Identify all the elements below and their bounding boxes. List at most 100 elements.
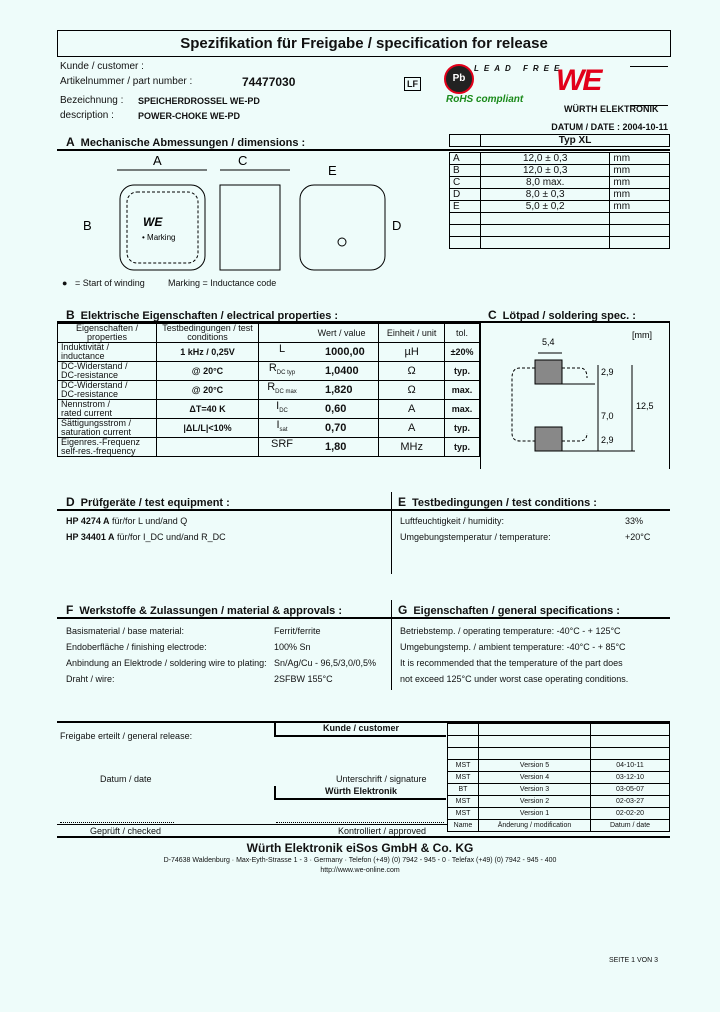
humidity-value: 33% xyxy=(625,516,644,526)
svg-text:2,9: 2,9 xyxy=(601,367,614,377)
release-label: Freigabe erteilt / general release: xyxy=(60,731,193,741)
material-label: Basismaterial / base material: xyxy=(66,626,185,636)
name-value: SPEICHERDROSSEL WE-PD xyxy=(138,96,260,106)
version-table: MST Version 5 04-10-11 MST Version 4 03-12-10… xyxy=(447,723,670,832)
property: Eigenres.-Frequenz self-res.-frequency xyxy=(57,437,157,457)
divider xyxy=(57,149,670,151)
svg-text:WE: WE xyxy=(143,215,163,229)
divider xyxy=(391,600,392,690)
section-b-title: B Elektrische Eigenschaften / electrical … xyxy=(66,308,339,322)
general-spec: not exceed 125°C under worst case operat… xyxy=(400,674,629,684)
section-a-title: A Mechanische Abmessungen / dimensions : xyxy=(66,135,306,149)
svg-text:E: E xyxy=(328,163,337,178)
property: Nennstrom / rated current xyxy=(57,399,157,419)
wurth-box: Würth Elektronik xyxy=(274,786,446,800)
component-drawing: A C E B D WE • Marking xyxy=(83,153,401,271)
property: DC-Widerstand / DC-resistance xyxy=(57,361,157,381)
table-row: DC-Widerstand / DC-resistance @ 20°C RDC ma… xyxy=(57,380,480,400)
version-row: MST Version 2 02-03-27 xyxy=(447,795,670,808)
rohs-label: RoHS compliant xyxy=(446,94,524,105)
divider xyxy=(391,492,392,574)
material-label: Anbindung an Elektrode / soldering wire … xyxy=(66,658,267,668)
page-number: SEITE 1 VON 3 xyxy=(608,957,658,964)
desc-label: description : xyxy=(60,110,114,121)
property: DC-Widerstand / DC-resistance xyxy=(57,380,157,400)
general-spec: It is recommended that the temperature o… xyxy=(400,658,623,668)
table-row: DC-Widerstand / DC-resistance @ 20°C RDC ty… xyxy=(57,361,480,381)
material-value: 2SFBW 155°C xyxy=(274,674,333,684)
divider xyxy=(669,323,670,469)
footer-company: Würth Elektronik eiSos GmbH & Co. KG xyxy=(246,841,474,855)
version-row: BT Version 3 03-05-07 xyxy=(447,783,670,796)
part-label: Artikelnummer / part number : xyxy=(60,76,193,87)
material-value: Ferrit/ferrite xyxy=(274,626,321,636)
table-row: Eigenres.-Frequenz self-res.-frequency SRF… xyxy=(57,437,480,457)
approved-label: Kontrolliert / approved xyxy=(338,826,427,836)
we-logo: WE xyxy=(556,64,602,97)
lf-badge: LF xyxy=(404,77,421,91)
equipment-1: HP 4274 A für/for L und/and Q xyxy=(66,516,188,526)
property: Sättigungsstrom / saturation current xyxy=(57,418,157,438)
svg-text:D: D xyxy=(392,218,401,233)
svg-text:C: C xyxy=(238,153,247,168)
material-value: Sn/Ag/Cu - 96,5/3,0/0,5% xyxy=(274,658,377,668)
material-label: Draht / wire: xyxy=(66,674,115,684)
svg-text:5,4: 5,4 xyxy=(542,337,555,347)
name-label: Bezeichnung : xyxy=(60,95,124,106)
equipment-2: HP 34401 A für/for I_DC und/and R_DC xyxy=(66,532,226,542)
divider xyxy=(57,824,447,825)
signature-label: Unterschrift / signature xyxy=(336,774,427,784)
humidity-label: Luftfeuchtigkeit / humidity: xyxy=(400,516,505,526)
part-number: 74477030 xyxy=(242,75,296,89)
footer-url[interactable]: http://www.we-online.com xyxy=(320,867,400,874)
table-row: E 5,0 ± 0,2 mm xyxy=(449,200,670,213)
temperature-value: +20°C xyxy=(625,532,651,542)
customer-label: Kunde / customer : xyxy=(60,61,144,72)
version-row: MST Version 1 02-02-20 xyxy=(447,807,670,820)
section-c-title: C Lötpad / soldering spec. : xyxy=(488,308,636,322)
brand-name: WÜRTH ELEKTRONIK xyxy=(564,104,659,114)
version-row: MST Version 4 03-12-10 xyxy=(447,771,670,784)
legend-winding: ● = Start of winding xyxy=(62,278,145,288)
date-label: Datum / date xyxy=(100,774,152,784)
section-d-title: D Prüfgeräte / test equipment : xyxy=(66,495,230,509)
footer-address: D-74638 Waldenburg · Max-Eyth-Strasse 1 … xyxy=(163,857,557,864)
pb-crossed-icon: Pb xyxy=(444,64,474,94)
date: DATUM / DATE : 2004-10-11 xyxy=(551,122,668,132)
section-e-title: E Testbedingungen / test conditions : xyxy=(398,495,597,509)
svg-text:7,0: 7,0 xyxy=(601,411,614,421)
svg-text:• Marking: • Marking xyxy=(142,233,175,242)
temperature-label: Umgebungstemperatur / temperature: xyxy=(400,532,551,542)
divider xyxy=(57,509,670,511)
divider xyxy=(480,323,481,469)
svg-text:B: B xyxy=(83,218,92,233)
legend-marking: Marking = Inductance code xyxy=(168,278,277,288)
section-g-title: G Eigenschaften / general specifications … xyxy=(398,603,620,617)
page-title: Spezifikation für Freigabe / specificati… xyxy=(57,30,671,57)
material-value: 100% Sn xyxy=(274,642,311,652)
lead-free-logo: LEAD FREE xyxy=(474,64,565,73)
divider xyxy=(57,321,670,323)
electrical-table: Eigenschaften / properties Testbedingunge… xyxy=(57,323,480,457)
table-row: B 12,0 ± 0,3 mm xyxy=(449,164,670,177)
soldering-pad-drawing: [mm] 5,4 2,9 7,0 2,9 12,5 xyxy=(511,330,654,452)
svg-text:2,9: 2,9 xyxy=(601,435,614,445)
table-row: Induktivität / inductance 1 kHz / 0,25V L 10… xyxy=(57,342,480,362)
divider xyxy=(57,836,670,838)
svg-text:[mm]: [mm] xyxy=(632,330,652,340)
checked-label: Geprüft / checked xyxy=(90,826,162,836)
material-label: Endoberfläche / finishing electrode: xyxy=(66,642,207,652)
divider xyxy=(57,617,670,619)
svg-text:12,5: 12,5 xyxy=(636,401,654,411)
general-spec: Umgebungstemp. / ambient temperature: -4… xyxy=(400,642,626,652)
table-row: A 12,0 ± 0,3 mm xyxy=(449,152,670,165)
svg-text:A: A xyxy=(153,153,162,168)
table-row: D 8,0 ± 0,3 mm xyxy=(449,188,670,201)
customer-box: Kunde / customer xyxy=(274,723,446,737)
dimensions-table: Typ XL A 12,0 ± 0,3 mm B 12,0 ± 0,3 mm C 8,0 … xyxy=(449,134,670,249)
section-f-title: F Werkstoffe & Zulassungen / material & a… xyxy=(66,603,342,617)
circuit-lines-icon xyxy=(630,66,668,106)
checked-signature-line xyxy=(60,822,174,823)
